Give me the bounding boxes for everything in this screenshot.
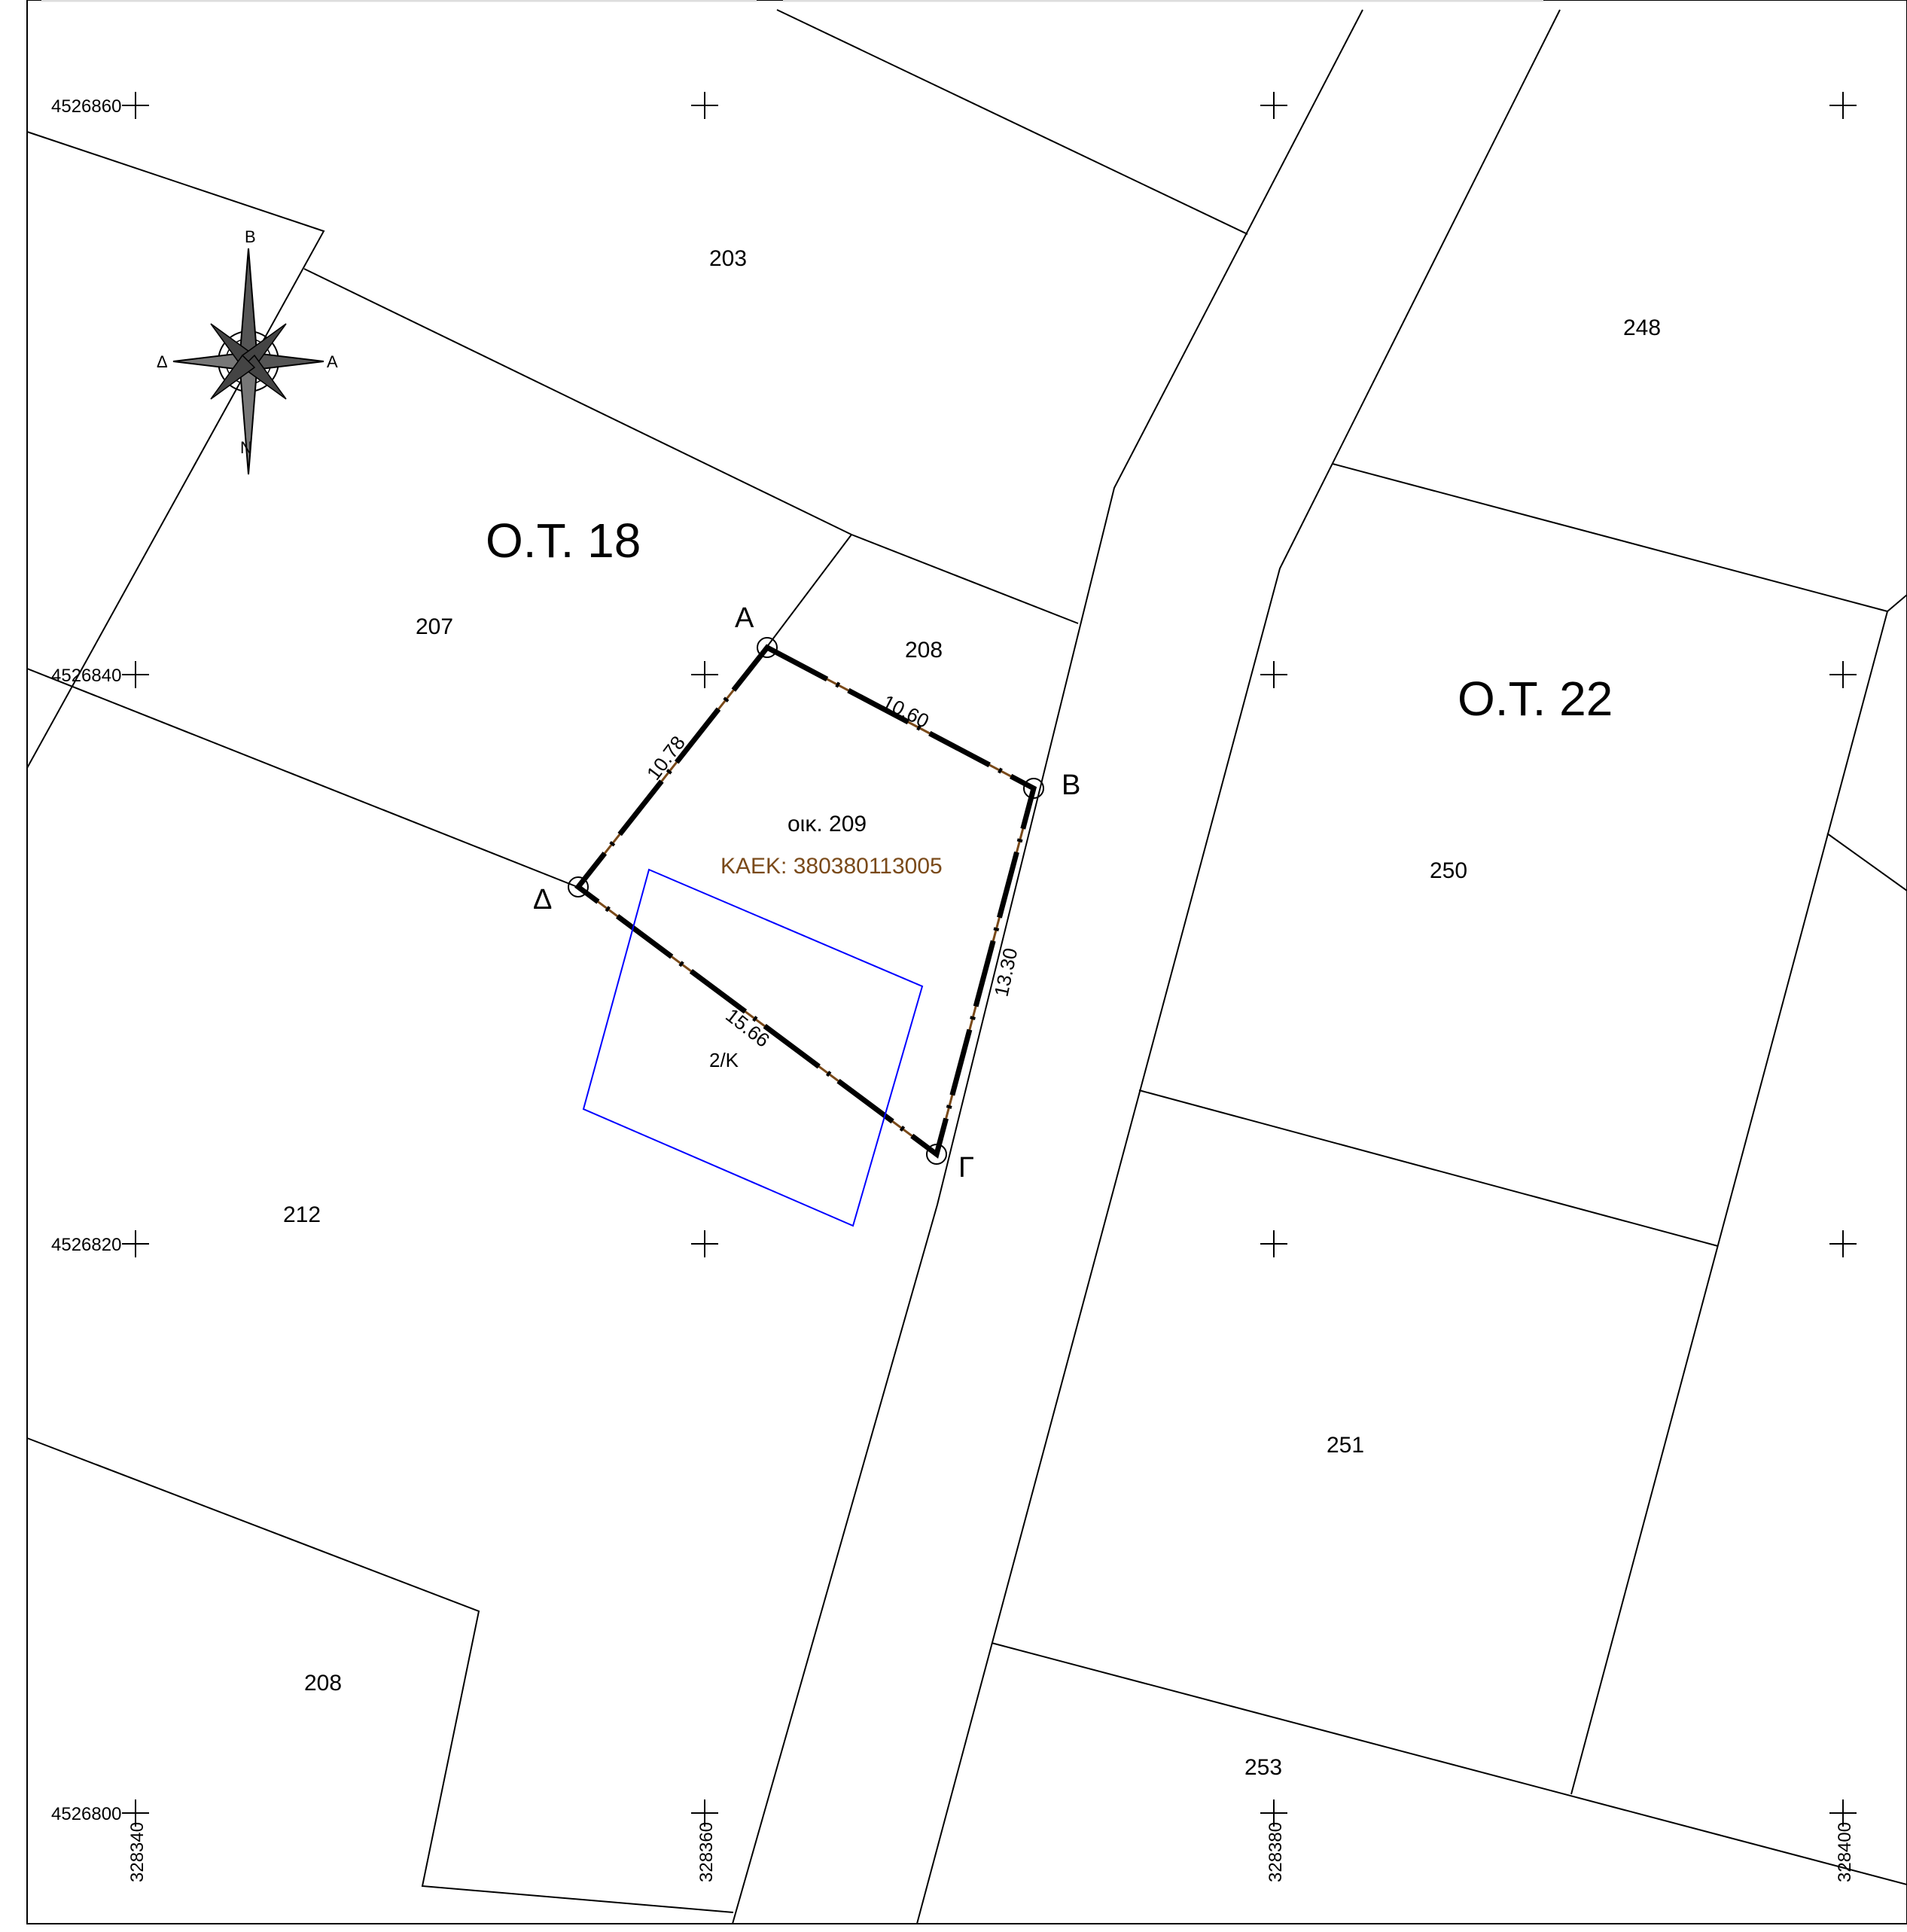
vertex-marker-A[interactable] xyxy=(757,637,778,658)
parcel-number[interactable]: 203 xyxy=(709,246,747,271)
parcel-number[interactable]: 251 xyxy=(1327,1433,1364,1458)
parcel-number[interactable]: 207 xyxy=(416,614,453,639)
map-frame xyxy=(26,0,1907,1924)
parcel-number[interactable]: 208 xyxy=(905,638,943,663)
vertex-label-B: B xyxy=(1062,769,1080,801)
vertex-label-D: Δ xyxy=(533,884,552,916)
subject-parcel-kaek: KAEK: 380380113005 xyxy=(720,854,943,879)
easting-label: 328340 xyxy=(127,1822,148,1882)
northing-labels: 4526860 4526840 4526820 4526800 xyxy=(51,96,121,1824)
north-arrow-label-n: B xyxy=(245,227,256,246)
northing-label: 4526840 xyxy=(51,666,121,686)
north-arrow-icon: B N A Δ xyxy=(157,227,338,475)
north-arrow-label-e: A xyxy=(327,352,338,371)
north-arrow-label-w: Δ xyxy=(157,352,168,371)
vertex-marker-B[interactable] xyxy=(1023,778,1044,799)
vertex-label-G: Γ xyxy=(958,1152,974,1184)
northing-label: 4526800 xyxy=(51,1804,121,1824)
easting-label: 328360 xyxy=(696,1822,717,1882)
parcel-number[interactable]: 212 xyxy=(283,1202,321,1227)
easting-labels: 328340 328360 328380 328400 xyxy=(127,1822,1855,1882)
parcel-number[interactable]: 250 xyxy=(1430,858,1467,883)
building-outline[interactable] xyxy=(582,868,924,1227)
side-length-BG: 13.30 xyxy=(990,946,1022,998)
vertex-label-A: A xyxy=(735,602,754,634)
side-length-AB: 10.60 xyxy=(879,690,933,733)
parcel-boundaries xyxy=(26,9,1907,1924)
parcel-number[interactable]: 208 xyxy=(304,1671,342,1696)
parcel-numbers: 203 207 208 212 208 248 250 251 253 xyxy=(283,246,1661,1780)
grid-crosses xyxy=(122,92,1857,1827)
vertex-marker-D[interactable] xyxy=(568,876,589,897)
easting-label: 328400 xyxy=(1835,1822,1855,1882)
easting-label: 328380 xyxy=(1266,1822,1286,1882)
north-arrow-label-s: N xyxy=(240,438,252,457)
parcel-number[interactable]: 253 xyxy=(1244,1755,1282,1780)
subject-parcel[interactable] xyxy=(568,637,1044,1165)
vertex-labels: A B Γ Δ xyxy=(533,602,1080,1184)
building-label: 2/K xyxy=(709,1049,739,1071)
northing-label: 4526860 xyxy=(51,96,121,117)
block-label-ot18: O.T. 18 xyxy=(486,513,641,568)
subject-parcel-label: οικ. 209 xyxy=(787,812,867,836)
parcel-number[interactable]: 248 xyxy=(1623,315,1661,340)
side-length-GD: 15.66 xyxy=(721,1004,774,1052)
vertex-marker-G[interactable] xyxy=(926,1144,947,1165)
northing-label: 4526820 xyxy=(51,1235,121,1255)
block-label-ot22: O.T. 22 xyxy=(1458,672,1613,726)
